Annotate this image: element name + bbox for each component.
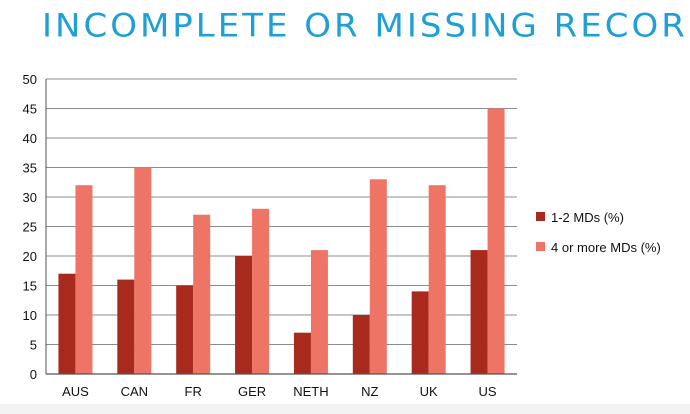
bar-neth-series-1: [293, 332, 311, 374]
bar-uk-series-2: [428, 185, 446, 374]
x-tick-label: US: [479, 384, 497, 399]
chart-title: INCOMPLETE OR MISSING RECORD: [42, 7, 690, 45]
y-tick-label: 25: [23, 220, 37, 235]
y-tick-label: 30: [23, 190, 37, 205]
x-tick-label: CAN: [121, 384, 148, 399]
bar-neth-series-2: [310, 250, 328, 374]
y-tick-label: 35: [23, 161, 37, 176]
x-tick-label: NZ: [361, 384, 378, 399]
x-tick-label: NETH: [293, 384, 328, 399]
bar-us-series-1: [470, 250, 488, 374]
bar-can-series-1: [117, 279, 135, 374]
bars: [58, 108, 505, 374]
y-tick-label: 10: [23, 308, 37, 323]
bar-fr-series-1: [176, 285, 194, 374]
bar-aus-series-1: [58, 273, 76, 374]
bar-us-series-2: [487, 108, 505, 374]
bar-ger-series-2: [252, 208, 270, 374]
axes: 0 5 10 15 20 25 30 35 40 45 50 AUS CAN FR GER NETH NZ UK U…: [23, 72, 517, 399]
bar-chart: 0 5 10 15 20 25 30 35 40 45 50 AUS CAN FR GER NETH NZ UK U…: [23, 72, 661, 399]
bottom-strip: [0, 404, 690, 414]
y-tick-label: 50: [23, 72, 37, 87]
bar-nz-series-1: [352, 315, 370, 374]
y-tick-label: 5: [30, 338, 37, 353]
bar-aus-series-2: [75, 185, 93, 374]
bar-ger-series-1: [235, 256, 253, 374]
y-tick-label: 0: [30, 367, 37, 382]
legend-label-series-1: 1-2 MDs (%): [551, 210, 624, 225]
bar-fr-series-2: [193, 214, 211, 374]
x-tick-label: FR: [185, 384, 202, 399]
legend-label-series-2: 4 or more MDs (%): [551, 240, 661, 255]
y-tick-label: 20: [23, 249, 37, 264]
legend: 1-2 MDs (%) 4 or more MDs (%): [536, 210, 661, 255]
y-tick-label: 45: [23, 102, 37, 117]
x-tick-label: UK: [420, 384, 438, 399]
bar-nz-series-2: [369, 179, 387, 374]
y-tick-label: 15: [23, 279, 37, 294]
legend-swatch-series-2: [536, 242, 545, 251]
x-tick-label: GER: [238, 384, 266, 399]
x-tick-label: AUS: [62, 384, 89, 399]
y-tick-label: 40: [23, 131, 37, 146]
bar-uk-series-1: [411, 291, 429, 374]
bar-can-series-2: [134, 167, 152, 374]
legend-swatch-series-1: [536, 212, 545, 221]
gridlines: [46, 78, 517, 345]
